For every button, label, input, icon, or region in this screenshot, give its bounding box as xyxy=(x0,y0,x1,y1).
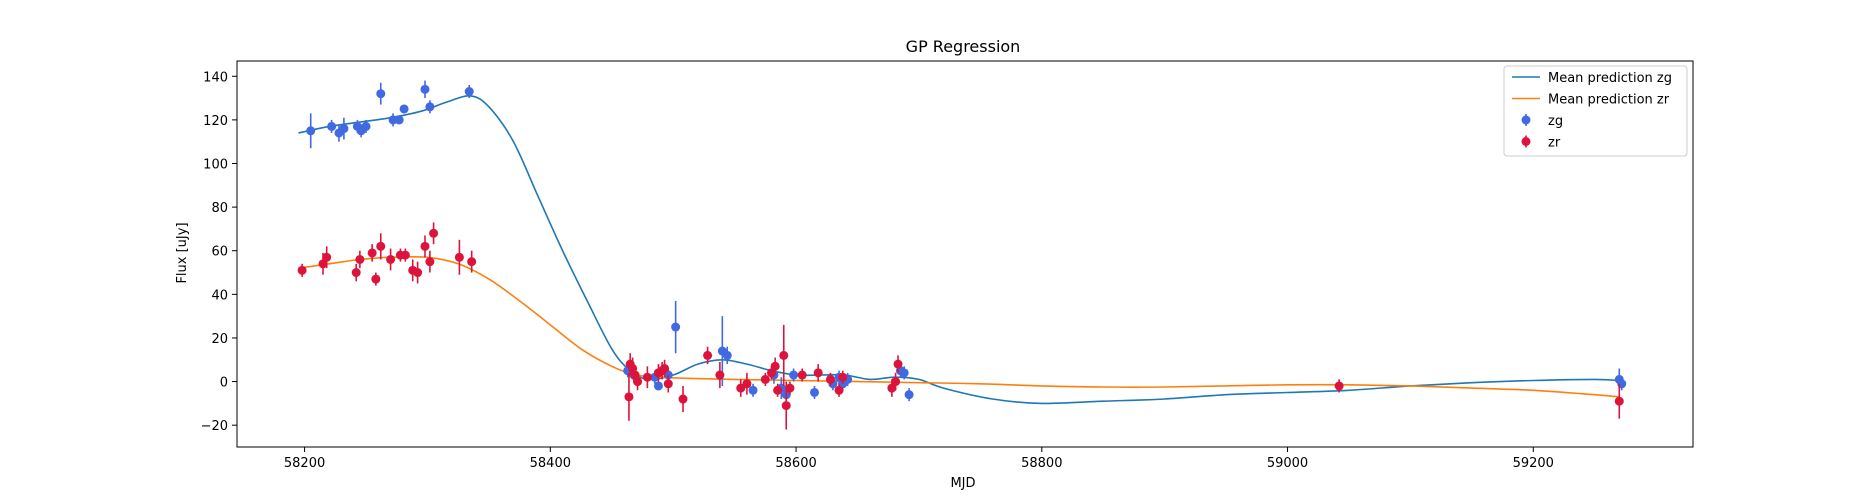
chart-title: GP Regression xyxy=(906,37,1021,56)
data-point-zr xyxy=(663,379,673,389)
x-tick-label: 58400 xyxy=(530,456,571,471)
data-point-zr xyxy=(413,268,423,278)
data-point-zr xyxy=(660,363,670,373)
data-point-zr xyxy=(742,379,752,389)
data-point-zg xyxy=(464,87,474,97)
x-tick-label: 59000 xyxy=(1267,456,1308,471)
data-point-zg xyxy=(339,124,349,134)
data-point-zr xyxy=(318,259,328,269)
x-tick-label: 58800 xyxy=(1021,456,1062,471)
y-tick-label: 80 xyxy=(211,201,228,216)
data-point-zr xyxy=(715,370,725,380)
data-point-zr xyxy=(891,377,901,387)
data-point-zr xyxy=(367,248,377,258)
data-point-zr xyxy=(351,268,361,278)
data-point-zr xyxy=(838,372,848,382)
data-point-zr xyxy=(760,374,770,384)
data-point-zg xyxy=(809,387,819,397)
legend-label-mean-prediction-zr: Mean prediction zr xyxy=(1548,93,1670,108)
data-point-zr xyxy=(1614,396,1624,406)
data-point-zg xyxy=(420,84,430,94)
data-point-zr xyxy=(386,254,396,264)
y-tick-label: 40 xyxy=(211,288,228,303)
plot-frame xyxy=(236,60,1694,448)
data-point-zr xyxy=(322,252,332,262)
data-point-zr xyxy=(770,361,780,371)
data-point-zg xyxy=(361,121,371,131)
data-point-zr xyxy=(454,252,464,262)
data-point-zg xyxy=(425,102,435,112)
data-point-zr xyxy=(624,392,634,402)
x-tick-label: 58600 xyxy=(775,456,816,471)
data-point-zg xyxy=(899,368,909,378)
data-point-zr xyxy=(297,265,307,275)
data-point-zr xyxy=(825,374,835,384)
data-point-zg xyxy=(671,322,681,332)
data-point-zg xyxy=(789,370,799,380)
x-tick-label: 58200 xyxy=(284,456,325,471)
legend-box xyxy=(1503,65,1688,157)
x-tick-label: 59200 xyxy=(1513,456,1554,471)
data-point-zg xyxy=(399,104,409,114)
y-axis-label: Flux [uJy] xyxy=(175,222,190,283)
y-tick-label: 0 xyxy=(220,376,228,391)
plot-area: 58200 58400 58600 58800 59000 59200 −20 0 20 40 60… xyxy=(201,60,1694,471)
legend-swatch-zg xyxy=(1521,115,1531,125)
data-point-zr xyxy=(1334,381,1344,391)
y-tick-label: 20 xyxy=(211,332,228,347)
data-point-zr xyxy=(355,254,365,264)
data-point-zr xyxy=(642,372,652,382)
data-point-zr xyxy=(678,394,688,404)
data-point-zg xyxy=(376,89,386,99)
y-tick-label: 140 xyxy=(203,70,228,85)
data-point-zr xyxy=(429,228,439,238)
data-point-zr xyxy=(781,401,791,411)
data-point-zr xyxy=(893,359,903,369)
data-point-zr xyxy=(813,368,823,378)
data-point-zr xyxy=(371,274,381,284)
y-tick-label: 60 xyxy=(211,245,228,260)
legend: Mean prediction zg Mean prediction zr zg zr xyxy=(1503,65,1688,157)
data-point-zr xyxy=(467,257,477,267)
legend-label-zg: zg xyxy=(1548,114,1563,129)
y-tick-label: −20 xyxy=(201,419,228,434)
data-point-zr xyxy=(376,241,386,251)
data-point-zg xyxy=(722,350,732,360)
legend-label-zr: zr xyxy=(1548,136,1561,151)
data-point-zg xyxy=(653,381,663,391)
data-point-zr xyxy=(703,350,713,360)
y-tick-label: 100 xyxy=(203,157,228,172)
y-tick-label: 120 xyxy=(203,114,228,129)
data-point-zr xyxy=(420,241,430,251)
legend-swatch-zr xyxy=(1521,137,1531,146)
x-axis-label: MJD xyxy=(950,476,975,491)
data-point-zg xyxy=(327,121,337,131)
data-point-zg xyxy=(306,126,316,136)
legend-label-mean-prediction-zg: Mean prediction zg xyxy=(1548,71,1672,86)
data-point-zr xyxy=(887,383,897,393)
data-point-zr xyxy=(633,377,643,387)
data-point-zg xyxy=(904,390,914,400)
data-point-zr xyxy=(766,368,776,378)
data-point-zr xyxy=(834,385,844,395)
data-point-zr xyxy=(797,370,807,380)
data-point-zr xyxy=(400,250,410,260)
data-point-zg xyxy=(394,115,404,125)
data-point-zr xyxy=(779,350,789,360)
data-point-zr xyxy=(785,383,795,393)
data-point-zr xyxy=(773,385,783,395)
data-point-zg xyxy=(748,385,758,395)
data-point-zr xyxy=(425,257,435,267)
